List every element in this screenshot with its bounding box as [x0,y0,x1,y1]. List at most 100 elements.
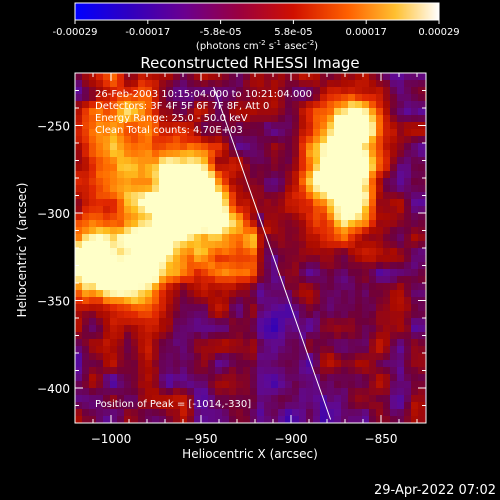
heatmap-cell [124,346,131,353]
heatmap-cell [222,367,229,374]
heatmap-cell [103,290,110,297]
heatmap-cell [418,339,425,346]
heatmap-cell [117,304,124,311]
heatmap-cell [320,290,327,297]
heatmap-cell [96,304,103,311]
heatmap-cell [376,255,383,262]
heatmap-cell [124,199,131,206]
heatmap-cell [110,108,117,115]
heatmap-cell [348,227,355,234]
heatmap-cell [145,206,152,213]
heatmap-cell [411,101,418,108]
heatmap-cell [411,297,418,304]
heatmap-cell [299,381,306,388]
heatmap-cell [187,150,194,157]
info-annotations: 26-Feb-2003 10:15:04.000 to 10:21:04.000… [95,89,312,136]
heatmap-cell [397,73,404,80]
heatmap-cell [201,395,208,402]
heatmap-cell [152,290,159,297]
heatmap-cell [285,395,292,402]
heatmap-cell [299,402,306,409]
heatmap-cell [243,115,250,122]
heatmap-cell [264,297,271,304]
heatmap-cell [145,262,152,269]
heatmap-cell [264,290,271,297]
plot-area: −1000 −950 −900 −850−250−300−350−400 [37,72,427,446]
heatmap-cell [131,87,138,94]
heatmap-cell [404,360,411,367]
heatmap-cell [110,164,117,171]
heatmap-cell [173,325,180,332]
heatmap-cell [397,276,404,283]
heatmap-cell [264,311,271,318]
heatmap-cell [187,241,194,248]
heatmap-cell [320,262,327,269]
heatmap-cell [362,185,369,192]
heatmap-cell [320,248,327,255]
heatmap-cell [285,269,292,276]
heatmap-cell [89,325,96,332]
heatmap-cell [152,262,159,269]
heatmap-cell [299,178,306,185]
heatmap-cell [271,73,278,80]
heatmap-cell [292,241,299,248]
heatmap-cell [173,80,180,87]
heatmap-cell [152,374,159,381]
heatmap-cell [229,178,236,185]
heatmap-cell [299,269,306,276]
heatmap-cell [320,381,327,388]
heatmap-cell [222,192,229,199]
heatmap-cell [355,206,362,213]
heatmap-cell [257,360,264,367]
heatmap-cell [236,339,243,346]
heatmap-cell [264,283,271,290]
heatmap-cell [355,353,362,360]
heatmap-cell [138,213,145,220]
heatmap-cell [187,290,194,297]
heatmap-cell [75,416,82,423]
heatmap-cell [313,381,320,388]
heatmap-cell [110,234,117,241]
heatmap-cell [404,346,411,353]
heatmap-cell [306,129,313,136]
heatmap-cell [390,339,397,346]
heatmap-cell [173,122,180,129]
heatmap-cell [166,297,173,304]
heatmap-cell [250,192,257,199]
heatmap-cell [278,409,285,416]
heatmap-cell [250,213,257,220]
heatmap-cell [159,185,166,192]
heatmap-cell [341,248,348,255]
heatmap-cell [124,94,131,101]
heatmap-cell [376,290,383,297]
heatmap-cell [264,269,271,276]
heatmap-cell [201,381,208,388]
heatmap-cell [397,87,404,94]
heatmap-cell [152,332,159,339]
heatmap-cell [124,353,131,360]
heatmap-cell [159,164,166,171]
heatmap-cell [348,199,355,206]
heatmap-cell [124,367,131,374]
heatmap-cell [271,192,278,199]
heatmap-cell [117,360,124,367]
heatmap-cell [271,360,278,367]
heatmap-cell [243,290,250,297]
heatmap-cell [173,318,180,325]
heatmap-cell [201,332,208,339]
heatmap-cell [306,122,313,129]
heatmap-cell [292,325,299,332]
heatmap-cell [362,129,369,136]
heatmap-cell [404,339,411,346]
heatmap-cell [257,346,264,353]
heatmap-cell [257,395,264,402]
heatmap-cell [341,367,348,374]
heatmap-cell [271,374,278,381]
heatmap-cell [348,283,355,290]
heatmap-cell [96,248,103,255]
heatmap-cell [250,283,257,290]
heatmap-cell [411,150,418,157]
heatmap-cell [341,374,348,381]
heatmap-cell [75,269,82,276]
heatmap-cell [390,94,397,101]
